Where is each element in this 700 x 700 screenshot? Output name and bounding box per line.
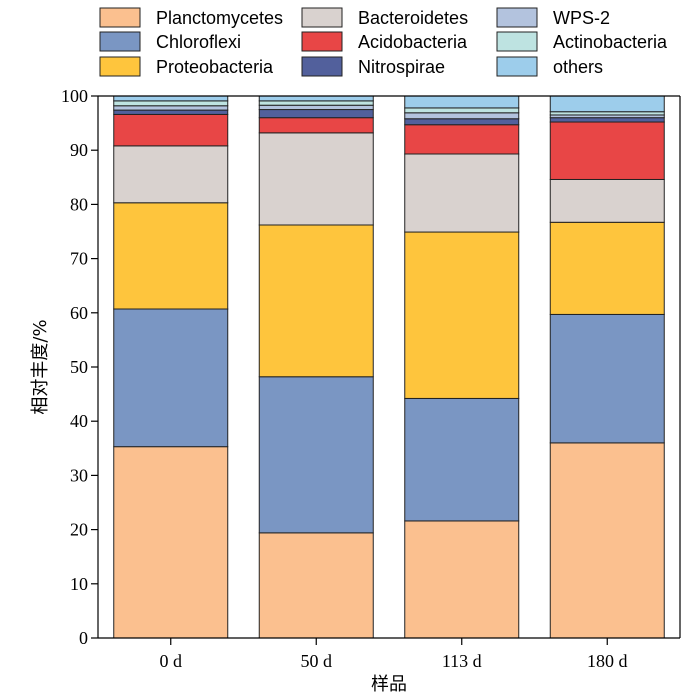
legend-item: Planctomycetes	[99, 7, 283, 28]
bar-segment-acidobacteria-1	[258, 117, 374, 134]
bar-segment-actinobacteria-0	[113, 100, 229, 107]
legend-swatch	[496, 31, 538, 52]
y-axis-title: 相对丰度/%	[30, 319, 51, 414]
y-tick-label: 50	[70, 357, 88, 377]
bar-segment-planctomycetes-1	[258, 532, 374, 639]
bar-segment-nitrospirae-2	[404, 118, 520, 126]
bar-segment-others-1	[258, 95, 374, 102]
bar-segment-proteobacteria-0	[113, 202, 229, 310]
legend-label: Actinobacteria	[553, 32, 668, 52]
y-tick-label: 0	[79, 628, 88, 648]
bars-group	[113, 95, 665, 639]
bar-segment-bacteroidetes-3	[549, 178, 665, 223]
legend-label: Planctomycetes	[156, 8, 283, 28]
bar-segment-wps-2-1	[258, 104, 374, 111]
bar-segment-planctomycetes-0	[113, 446, 229, 639]
bar-segment-actinobacteria-2	[404, 107, 520, 114]
bar-segment-chloroflexi-0	[113, 308, 229, 448]
y-tick-label: 30	[70, 465, 88, 485]
legend-item: WPS-2	[496, 7, 610, 28]
legend-swatch	[99, 31, 141, 52]
legend-label: Bacteroidetes	[358, 8, 468, 28]
bar-segment-acidobacteria-3	[549, 121, 665, 180]
bar-segment-nitrospirae-0	[113, 109, 229, 115]
legend-label: Proteobacteria	[156, 57, 274, 77]
bar-segment-planctomycetes-3	[549, 442, 665, 639]
legend: Planctomycetes Chloroflexi Proteobacteria B…	[99, 7, 668, 77]
bar-segment-bacteroidetes-1	[258, 132, 374, 226]
bar-segment-chloroflexi-1	[258, 376, 374, 534]
legend-item: Acidobacteria	[301, 31, 468, 52]
x-axis-title: 样品	[371, 674, 407, 695]
y-tick-label: 90	[70, 140, 88, 160]
legend-label: Nitrospirae	[358, 57, 445, 77]
legend-swatch	[301, 31, 343, 52]
y-tick-label: 10	[70, 574, 88, 594]
x-tick-label: 113 d	[442, 651, 482, 671]
bar-segment-acidobacteria-2	[404, 124, 520, 155]
legend-swatch	[99, 56, 141, 77]
legend-item: Nitrospirae	[301, 56, 445, 77]
y-tick-label: 100	[61, 86, 88, 106]
legend-label: Chloroflexi	[156, 32, 241, 52]
bar-segment-proteobacteria-3	[549, 221, 665, 315]
legend-item: Bacteroidetes	[301, 7, 468, 28]
bar-segment-chloroflexi-2	[404, 397, 520, 522]
legend-swatch	[496, 56, 538, 77]
bar-segment-wps-2-2	[404, 112, 520, 120]
legend-swatch	[301, 7, 343, 28]
bar-segment-others-3	[549, 95, 665, 113]
legend-label: Acidobacteria	[358, 32, 468, 52]
bar-segment-chloroflexi-3	[549, 313, 665, 444]
legend-swatch	[301, 56, 343, 77]
bar-segment-acidobacteria-0	[113, 113, 229, 147]
y-tick-label: 70	[70, 249, 88, 269]
legend-item: Proteobacteria	[99, 56, 274, 77]
bar-segment-bacteroidetes-2	[404, 153, 520, 233]
bar-segment-wps-2-0	[113, 105, 229, 111]
x-tick-label: 50 d	[301, 651, 333, 671]
legend-swatch	[496, 7, 538, 28]
legend-item: Chloroflexi	[99, 31, 241, 52]
bar-segment-proteobacteria-2	[404, 231, 520, 399]
legend-item: Actinobacteria	[496, 31, 668, 52]
legend-item: others	[496, 56, 603, 77]
legend-label: others	[553, 57, 603, 77]
bar-segment-actinobacteria-1	[258, 100, 374, 106]
bar-segment-bacteroidetes-0	[113, 145, 229, 204]
bar-segment-others-0	[113, 95, 229, 102]
bar-segment-nitrospirae-3	[549, 117, 665, 123]
x-tick-label: 0 d	[160, 651, 183, 671]
bar-segment-nitrospirae-1	[258, 109, 374, 119]
bar-segment-planctomycetes-2	[404, 520, 520, 639]
legend-label: WPS-2	[553, 8, 610, 28]
x-tick-label: 180 d	[587, 651, 628, 671]
bar-segment-proteobacteria-1	[258, 224, 374, 378]
y-tick-label: 20	[70, 520, 88, 540]
bar-segment-others-2	[404, 95, 520, 109]
y-tick-label: 40	[70, 411, 88, 431]
y-tick-label: 60	[70, 303, 88, 323]
legend-swatch	[99, 7, 141, 28]
y-tick-label: 80	[70, 194, 88, 214]
